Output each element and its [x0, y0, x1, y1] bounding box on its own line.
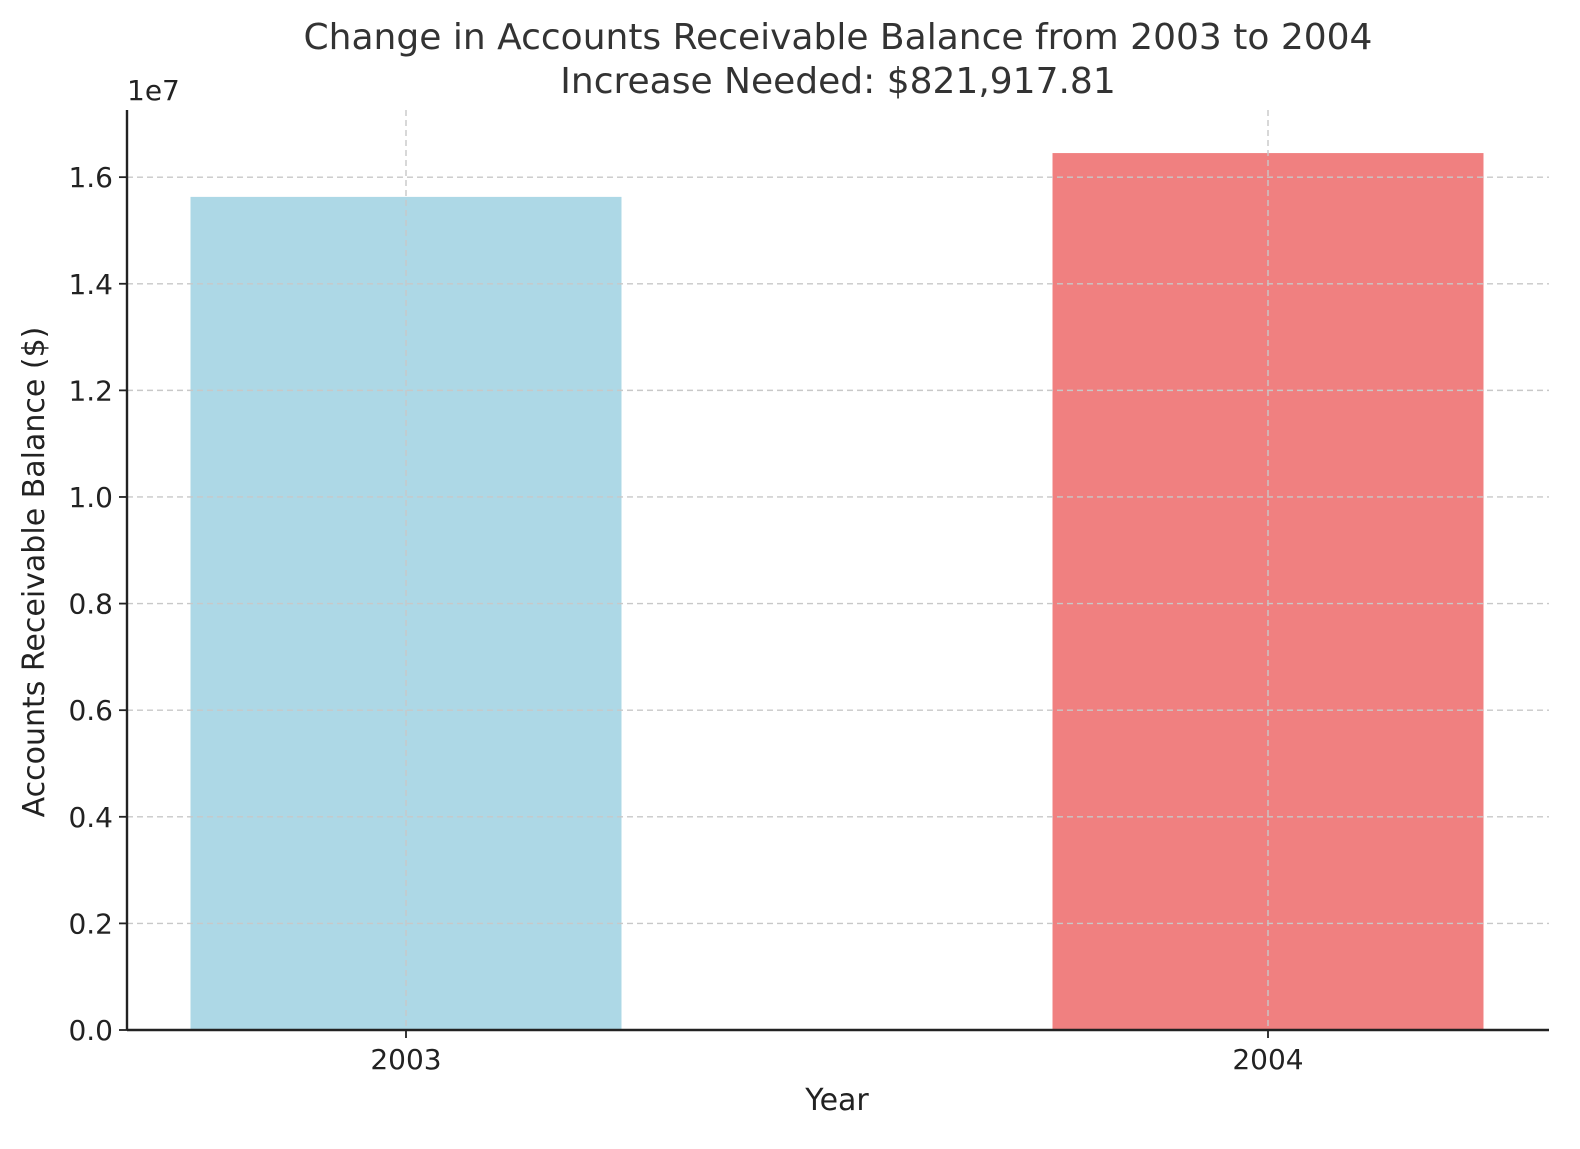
y-tick-label: 0.4: [68, 801, 113, 834]
y-tick-label: 1.4: [68, 268, 113, 301]
y-tick-label: 1.2: [68, 374, 113, 407]
axes: [119, 110, 1549, 1038]
x-tick-label-2004: 2004: [1232, 1043, 1303, 1076]
bars: [190, 153, 1484, 1031]
tick-labels: 0.0 0.2 0.4 0.6 0.8 1.0 1.2 1.4 1.6 2003 2004: [68, 161, 1303, 1076]
y-tick-label: 0.6: [68, 694, 113, 727]
y-tick-label: 0.0: [68, 1014, 113, 1047]
x-axis-label: Year: [804, 1083, 869, 1118]
x-tick-label-2003: 2003: [370, 1043, 441, 1076]
grid-lines: [127, 110, 1549, 1030]
y-tick-label: 1.6: [68, 161, 113, 194]
y-tick-label: 0.8: [68, 588, 113, 621]
y-axis-label: Accounts Receivable Balance ($): [17, 327, 52, 818]
chart-title: Change in Accounts Receivable Balance fr…: [304, 17, 1373, 58]
y-tick-label: 0.2: [68, 907, 113, 940]
chart-subtitle: Increase Needed: $821,917.81: [560, 61, 1115, 102]
y-axis-offset-label: 1e7: [127, 74, 180, 107]
y-tick-label: 1.0: [68, 481, 113, 514]
